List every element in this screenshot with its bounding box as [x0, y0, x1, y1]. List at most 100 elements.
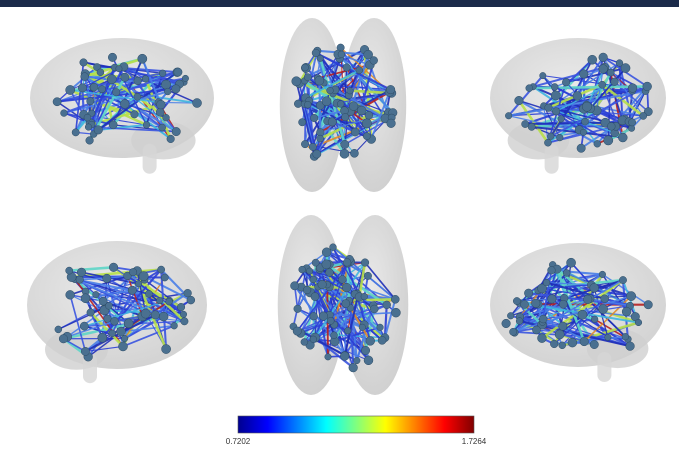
node [174, 68, 182, 76]
node [531, 299, 540, 308]
node [507, 312, 514, 319]
node [315, 76, 324, 85]
node [76, 276, 84, 284]
node [293, 327, 301, 335]
node [187, 296, 195, 304]
node [622, 307, 631, 316]
node [343, 258, 351, 266]
node [306, 268, 312, 274]
node [387, 119, 396, 128]
node [108, 53, 116, 61]
node [599, 81, 606, 88]
node [551, 91, 560, 100]
node [156, 100, 165, 109]
node [578, 310, 587, 319]
node [543, 279, 550, 286]
node [326, 269, 334, 277]
node [567, 258, 576, 267]
node [626, 342, 635, 351]
node [573, 91, 582, 100]
node [103, 274, 111, 282]
node [342, 300, 350, 308]
node [139, 271, 148, 280]
node [628, 119, 635, 126]
node [601, 295, 609, 303]
node [327, 317, 334, 324]
node [193, 98, 202, 107]
node [362, 119, 371, 128]
brainstem [545, 144, 559, 174]
node [509, 328, 516, 335]
node [318, 280, 327, 289]
node [161, 274, 168, 281]
node [317, 135, 324, 142]
colorbar [238, 416, 474, 433]
node [181, 318, 188, 325]
node [167, 135, 175, 143]
node [85, 124, 91, 130]
node [559, 300, 567, 308]
node [66, 267, 73, 274]
node [378, 336, 386, 344]
node [532, 326, 540, 334]
node [93, 291, 99, 297]
node [111, 317, 119, 325]
node [158, 266, 165, 273]
node [526, 85, 533, 92]
node [159, 70, 166, 77]
node [98, 86, 105, 93]
node [112, 88, 120, 96]
node [627, 291, 636, 300]
node [555, 330, 564, 339]
node [619, 276, 626, 283]
node [310, 114, 318, 122]
node [588, 55, 597, 64]
node [556, 134, 563, 141]
node [357, 106, 366, 115]
node [361, 259, 369, 267]
node [135, 280, 142, 287]
node [558, 116, 565, 123]
node [635, 319, 642, 326]
node [66, 85, 75, 94]
node [338, 51, 345, 58]
node [577, 144, 585, 152]
node [356, 67, 363, 74]
node [580, 70, 589, 79]
node [124, 319, 133, 328]
node [311, 293, 319, 301]
node [340, 149, 349, 158]
node [383, 301, 391, 309]
page: 0.7202 1.7264 (() => { const data = JSON… [0, 0, 679, 473]
node [109, 121, 117, 129]
node [331, 332, 338, 339]
node [159, 312, 168, 321]
node [94, 126, 103, 135]
node [156, 108, 164, 116]
node [548, 266, 556, 274]
node [81, 294, 90, 303]
node [643, 82, 652, 91]
node [301, 140, 308, 147]
colorbar-max-label: 1.7264 [462, 437, 487, 446]
node [80, 322, 88, 330]
node [582, 102, 591, 111]
node [537, 334, 546, 343]
brain-view [30, 38, 214, 174]
node [134, 77, 142, 85]
node [552, 108, 560, 116]
node [590, 340, 598, 348]
node [141, 309, 150, 318]
node [343, 64, 350, 71]
node [172, 85, 180, 93]
node [104, 315, 111, 322]
node [319, 312, 328, 321]
node [644, 300, 652, 308]
node [568, 338, 577, 347]
node [98, 333, 107, 342]
node [618, 133, 627, 142]
node [121, 73, 129, 81]
node [87, 309, 94, 316]
node [72, 129, 79, 136]
node [131, 110, 139, 118]
